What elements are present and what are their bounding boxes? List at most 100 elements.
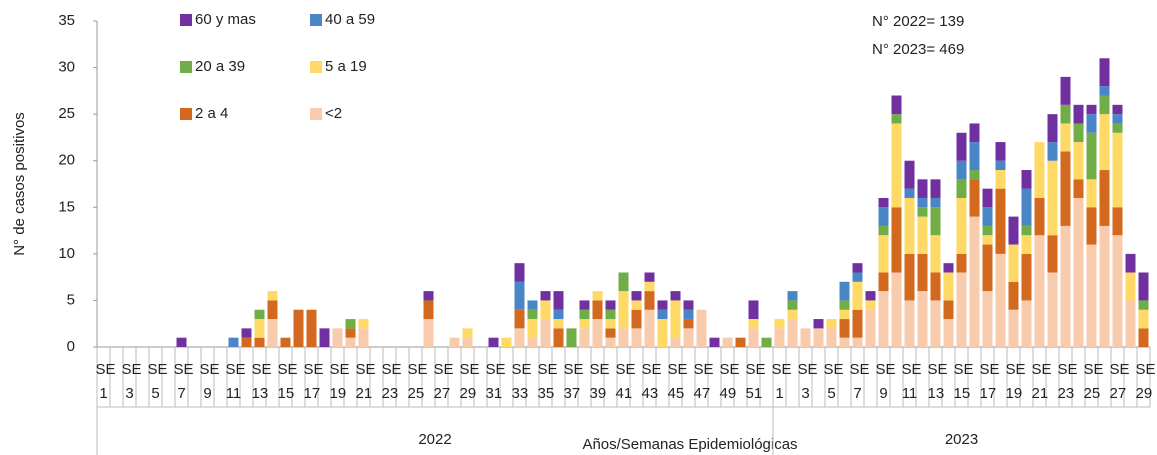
bar-segment xyxy=(592,291,603,301)
bar-segment xyxy=(839,337,850,347)
bar-segment xyxy=(566,328,577,347)
bar-segment xyxy=(1125,272,1136,301)
bar-segment xyxy=(995,253,1006,347)
bar-segment xyxy=(1099,114,1110,171)
bar-segment xyxy=(787,300,798,310)
bar-segment xyxy=(1112,207,1123,236)
bar-segment xyxy=(956,272,967,347)
bar-segment xyxy=(852,272,863,282)
bar-segment xyxy=(527,309,538,320)
bar-segment xyxy=(644,281,655,292)
bar-segment xyxy=(1047,272,1058,347)
bar-segment xyxy=(930,272,941,301)
bar-segment xyxy=(904,253,915,301)
bar-segment xyxy=(1086,104,1097,115)
bar-segment xyxy=(540,291,551,301)
bar-segment xyxy=(1125,300,1136,347)
bar-segment xyxy=(657,300,668,310)
bar-segment xyxy=(930,179,941,198)
bar-segment xyxy=(761,337,772,347)
bar-segment xyxy=(267,319,278,347)
bar-segment xyxy=(1112,235,1123,347)
bar-segment xyxy=(735,337,746,347)
bar-segment xyxy=(540,319,551,347)
bar-segment xyxy=(618,291,629,329)
bar-segment xyxy=(1008,216,1019,245)
bar-segment xyxy=(241,337,252,347)
bar-segment xyxy=(1008,244,1019,282)
bar-segment xyxy=(982,244,993,292)
bar-segment xyxy=(878,197,889,208)
legend-label: 2 a 4 xyxy=(195,105,228,122)
bar-segment xyxy=(995,142,1006,161)
bar-segment xyxy=(1034,235,1045,347)
bar-segment xyxy=(553,328,564,347)
bar-segment xyxy=(878,235,889,273)
bar-segment xyxy=(605,300,616,310)
x-tick-label: SE 9 xyxy=(199,361,220,402)
bar-segment xyxy=(696,309,707,347)
bar-segment xyxy=(995,160,1006,171)
x-tick-label: SE 39 xyxy=(589,361,610,402)
bar-segment xyxy=(1073,104,1084,124)
legend-swatch xyxy=(310,14,322,26)
bar-segment xyxy=(228,337,239,347)
x-tick-label: SE 23 xyxy=(381,361,402,402)
y-axis-label: N° de casos positivos xyxy=(11,112,28,256)
bar-segment xyxy=(423,291,434,301)
bar-segment xyxy=(839,300,850,310)
bar-segment xyxy=(891,123,902,208)
bar-segment xyxy=(956,197,967,254)
x-tick-label: SE 31 xyxy=(485,361,506,402)
bar-segment xyxy=(787,319,798,347)
bar-segment xyxy=(683,300,694,310)
bar-segment xyxy=(553,319,564,329)
y-tick-label: 0 xyxy=(67,338,75,355)
bar-segment xyxy=(891,114,902,124)
bar-segment xyxy=(553,291,564,310)
bar-segment xyxy=(774,328,785,347)
bar-segment xyxy=(839,319,850,338)
bar-segment xyxy=(514,281,525,310)
bar-segment xyxy=(579,319,590,329)
bar-segment xyxy=(865,300,876,310)
bar-segment xyxy=(1021,225,1032,236)
bar-segment xyxy=(865,291,876,301)
bar-segment xyxy=(1073,197,1084,347)
annotation: N° 2023= 469 xyxy=(872,41,964,58)
y-tick-label: 10 xyxy=(58,245,75,262)
bar-segment xyxy=(605,337,616,347)
x-tick-label: SE 15 xyxy=(277,361,298,402)
bar-segment xyxy=(1086,132,1097,180)
bar-segment xyxy=(254,309,265,320)
bar-segment xyxy=(982,225,993,236)
bar-segment xyxy=(345,328,356,338)
bar-segment xyxy=(553,309,564,320)
bar-segment xyxy=(930,235,941,273)
bar-segment xyxy=(358,328,369,347)
bar-segment xyxy=(852,309,863,338)
bar-segment xyxy=(930,207,941,236)
bar-segment xyxy=(891,272,902,347)
x-tick-label: SE 41 xyxy=(615,361,636,402)
bar-segment xyxy=(1099,225,1110,347)
y-tick-label: 5 xyxy=(67,291,75,308)
x-tick-label: SE 1 xyxy=(771,361,792,402)
y-tick-label: 20 xyxy=(58,152,75,169)
bar-segment xyxy=(1099,86,1110,96)
bar-segment xyxy=(488,337,499,347)
legend-swatch xyxy=(180,108,192,120)
bar-segment xyxy=(1073,142,1084,180)
bar-segment xyxy=(722,337,733,347)
legend-label: 40 a 59 xyxy=(325,11,375,28)
bar-segment xyxy=(1021,188,1032,226)
bar-segment xyxy=(1112,123,1123,133)
bar-segment xyxy=(774,319,785,329)
bar-segment xyxy=(1112,132,1123,208)
bar-segment xyxy=(449,337,460,347)
bar-segment xyxy=(306,309,317,347)
bar-segment xyxy=(241,328,252,338)
legend-swatch xyxy=(180,14,192,26)
bar-segment xyxy=(917,216,928,254)
